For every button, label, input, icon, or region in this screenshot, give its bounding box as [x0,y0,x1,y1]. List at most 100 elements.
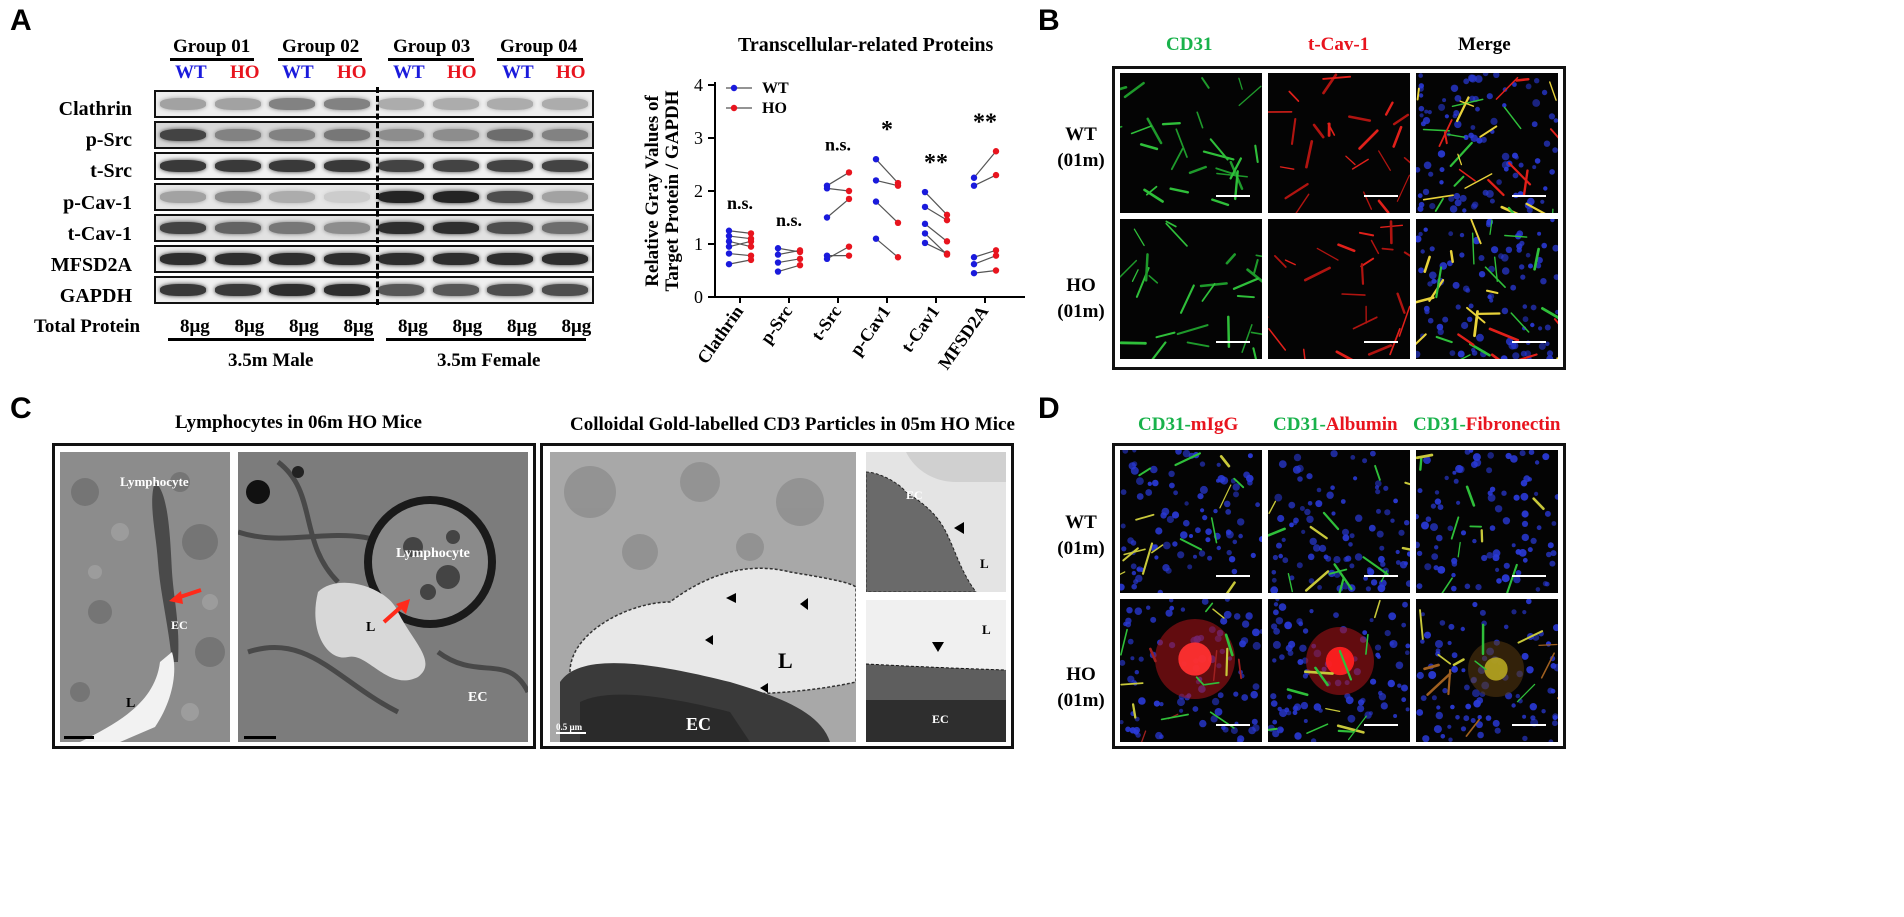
blot-band [160,160,206,172]
cohort-line-male [168,338,374,341]
row-label-wt: WT (01m) [1046,510,1116,562]
point-ho [992,171,1000,179]
blot-band [432,191,479,203]
blot-band [378,284,424,296]
channel-cd31: CD31- [1273,414,1326,435]
channel-stain: Fibronectin [1465,414,1561,435]
significance-label: n.s. [825,134,851,154]
pair-line [973,150,997,179]
row-age: (01m) [1057,301,1105,322]
point-ho [747,256,755,264]
genotype-label: WT [502,62,534,83]
panel-c-title-left: Lymphocytes in 06m HO Mice [175,412,422,433]
point-ho [992,252,1000,259]
legend-label: WT [762,80,789,97]
blot-band [541,191,588,203]
fluorescence-image-d [1120,450,1262,593]
group-label-3: Group 03 [393,36,471,57]
point-ho [796,262,804,269]
pair-line [826,246,850,260]
row-genotype: WT [1065,512,1097,533]
blot-band [487,284,533,296]
blot-band [541,253,588,265]
row-label-ho: HO (01m) [1046,662,1116,714]
blot-band [214,253,261,265]
blot-band [378,129,424,141]
chart-title: Transcellular-related Proteins [738,34,994,56]
blot-band [323,98,370,110]
pair-line [777,258,801,264]
label-ec: EC [468,690,488,705]
channel-cd31: CD31- [1138,414,1191,435]
legend-label: HO [762,100,787,117]
cohort-line-female [386,338,586,341]
blot-band [214,98,261,110]
label-ec: EC [686,714,712,734]
point-ho [796,247,804,254]
point-wt [823,214,831,221]
point-wt [921,220,929,228]
blot-band [378,253,424,265]
blot-band [487,191,533,203]
scale-bar-label: 0.5 μm [556,722,583,732]
pair-line [777,264,801,273]
significance-label: n.s. [727,193,753,213]
point-ho [747,243,755,250]
panel-c-left-frame [52,443,536,749]
blot-band [432,129,479,141]
point-wt [774,251,782,258]
row-age: (01m) [1057,690,1105,711]
y-tick-label: 1 [694,234,703,254]
point-wt [823,185,831,192]
blot-row-label: p-Src [85,129,132,151]
blot-band [541,284,588,296]
point-ho [845,195,853,203]
label-l: L [980,556,989,571]
blot-band [432,98,479,110]
point-wt [774,245,782,252]
row-age: (01m) [1057,150,1105,171]
pair-line [973,269,997,274]
point-ho [943,211,951,219]
blot-band [541,222,588,234]
point-ho [992,247,1000,254]
blot-band [378,98,424,110]
point-ho [845,252,853,259]
pair-line [973,249,997,258]
point-wt [970,260,978,268]
point-wt [774,268,782,275]
blot-row-label: Clathrin [58,98,132,120]
pair-line [875,179,899,187]
point-ho [845,169,853,176]
fluorescence-image-d [1416,599,1558,742]
point-wt [823,252,831,259]
paired-scatter-chart: 0 1 2 3 4 Relative Gray Values ofTarget Prote… [642,75,1025,373]
blot-band [487,222,533,234]
label-lymphocyte: Lymphocyte [120,474,189,489]
point-wt [921,230,929,237]
em-image-lymphocyte-detail: Lymphocyte L EC [238,452,528,742]
label-ec: EC [171,618,188,632]
significance-label: n.s. [776,210,802,230]
pair-line [924,206,948,221]
blot-band [269,191,315,203]
pair-line [728,235,752,240]
pair-line [728,230,752,234]
pair-line [924,223,948,242]
western-blot-stack [154,90,594,304]
point-ho [747,238,755,245]
cohort-female-label: 3.5m Female [437,350,541,371]
blot-band [269,284,315,296]
x-tick-label: t-Src [807,302,845,344]
genotype-label: HO [337,62,367,83]
blot-band [541,98,588,110]
pair-line [826,198,850,218]
point-wt [872,177,880,184]
y-tick-label: 0 [694,287,703,307]
genotype-label: WT [282,62,314,83]
point-ho [894,254,902,261]
y-axis-label: Relative Gray Values ofTarget Protein / … [642,90,683,291]
channel-label-merge: Merge [1458,34,1511,55]
blot-row-label: t-Src [90,160,132,182]
blot-band [378,222,424,234]
